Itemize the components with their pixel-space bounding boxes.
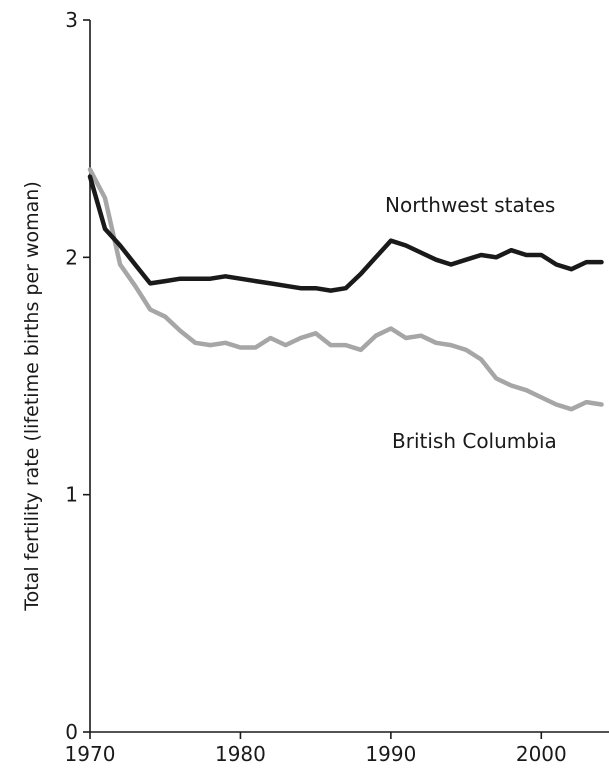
x-tick-label: 1990 — [365, 742, 416, 766]
x-tick-label: 1980 — [215, 742, 266, 766]
y-tick-label: 2 — [65, 245, 78, 269]
series-group — [87, 167, 604, 412]
series-line-british-columbia — [87, 167, 604, 412]
y-axis-label: Total fertility rate (lifetime births pe… — [21, 181, 43, 612]
y-tick-label: 0 — [65, 720, 78, 744]
x-ticks: 1970 1980 1990 2000 — [65, 732, 567, 766]
series-label-northwest-states: Northwest states — [385, 193, 555, 217]
series-label-british-columbia: British Columbia — [392, 429, 557, 453]
y-ticks: 0 1 2 3 — [65, 8, 90, 744]
axes — [89, 20, 609, 733]
x-tick-label: 2000 — [516, 742, 567, 766]
y-tick-label: 3 — [65, 8, 78, 32]
series-line-northwest-states — [87, 174, 604, 293]
x-tick-label: 1970 — [65, 742, 116, 766]
y-tick-label: 1 — [65, 483, 78, 507]
